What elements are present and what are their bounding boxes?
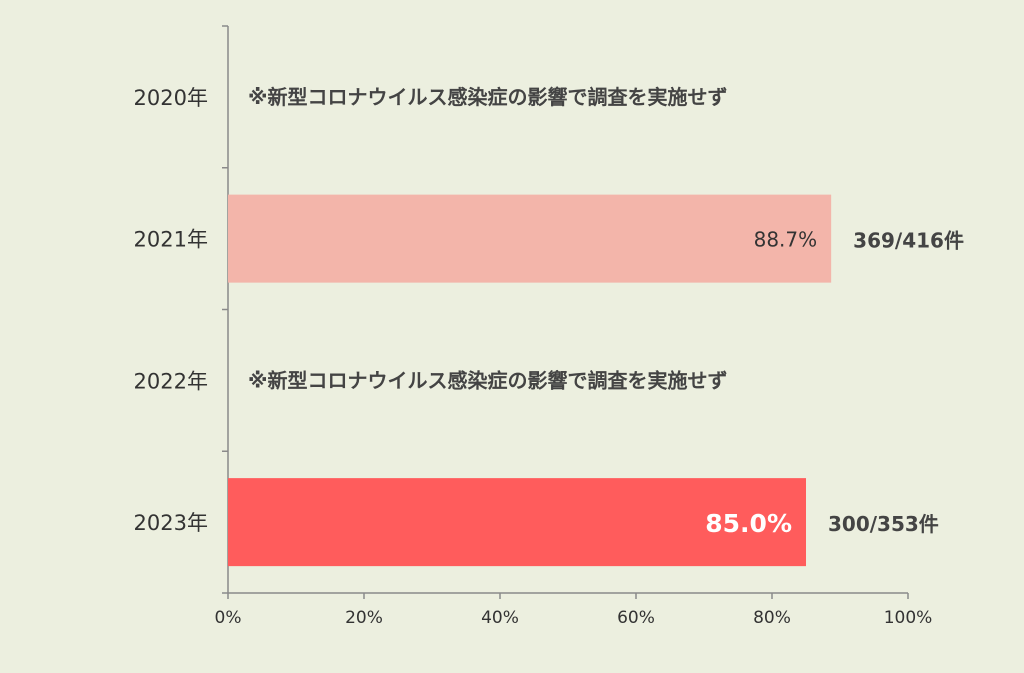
x-tick-label: 40%	[481, 608, 519, 628]
x-tick-label: 100%	[884, 608, 933, 628]
category-label: 2022年	[134, 369, 208, 393]
count-label: 300/353件	[828, 512, 939, 536]
category-label: 2023年	[134, 511, 208, 535]
bar	[228, 194, 832, 283]
x-tick-label: 60%	[617, 608, 655, 628]
category-label: 2020年	[134, 86, 208, 110]
data-label: 88.7%	[754, 228, 818, 252]
x-tick-label: 0%	[215, 608, 242, 628]
bar	[228, 478, 806, 567]
no-survey-note: ※新型コロナウイルス感染症の影響で調査を実施せず	[248, 368, 727, 392]
x-tick-label: 20%	[345, 608, 383, 628]
x-tick-label: 80%	[753, 608, 791, 628]
category-label: 2021年	[134, 228, 208, 252]
data-label: 85.0%	[705, 509, 792, 538]
no-survey-note: ※新型コロナウイルス感染症の影響で調査を実施せず	[248, 85, 727, 109]
count-label: 369/416件	[853, 229, 964, 253]
